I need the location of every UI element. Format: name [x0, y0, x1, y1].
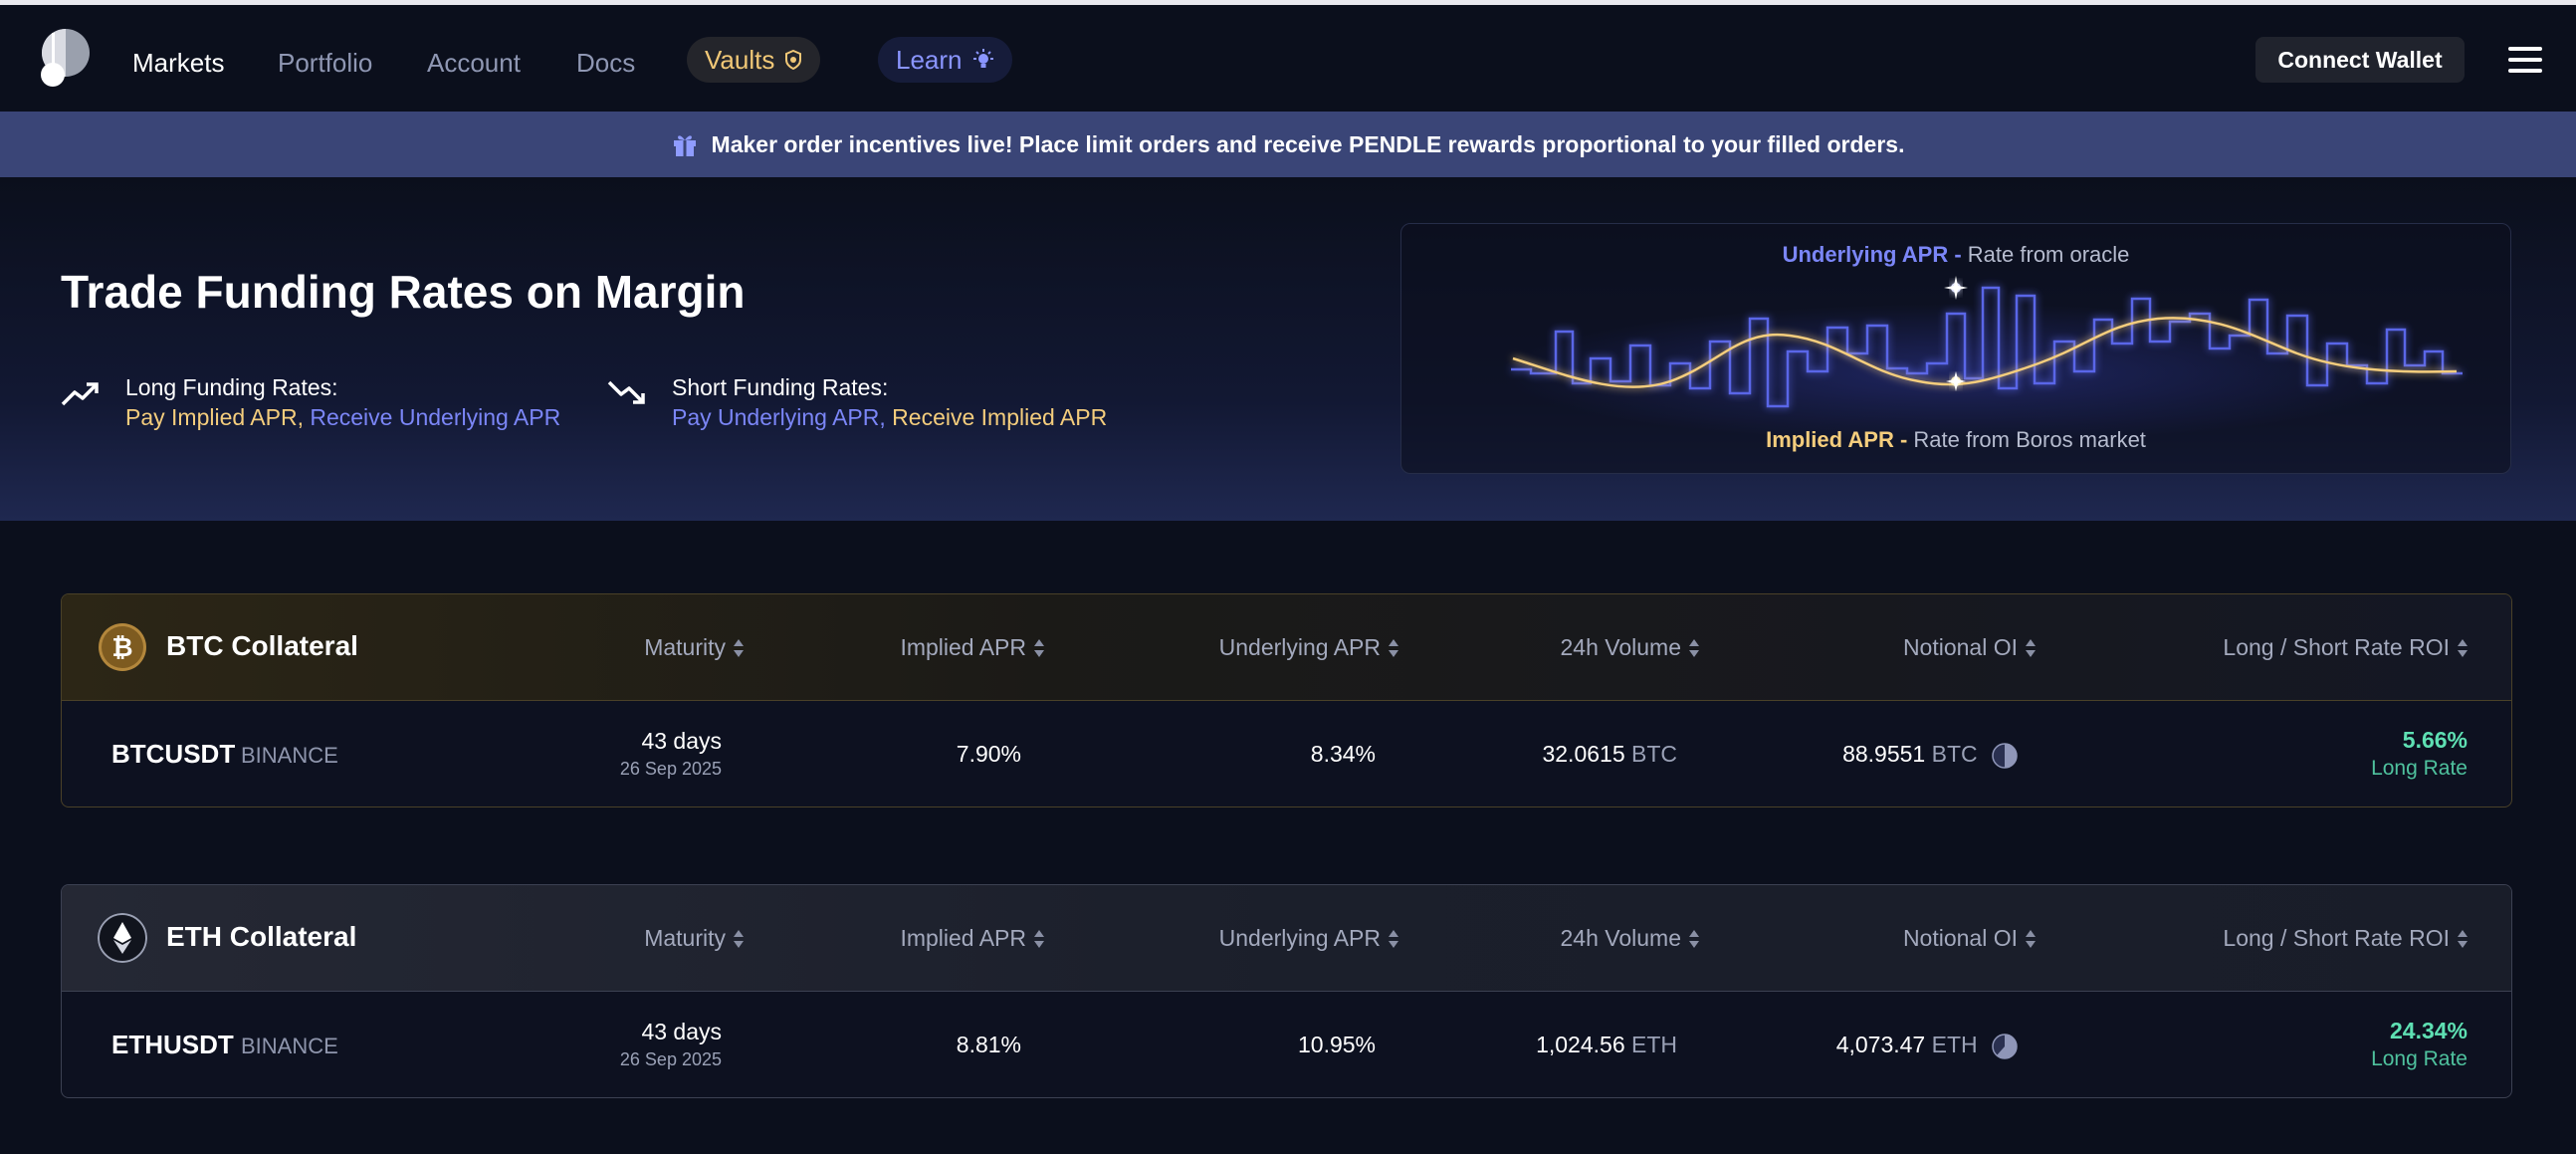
sort-notional-oi[interactable]: Notional OI: [1903, 925, 2036, 952]
eth-collateral-panel: ETH Collateral Maturity Implied APR Unde…: [61, 884, 2512, 1098]
sort-maturity[interactable]: Maturity: [644, 634, 744, 661]
long-receive-text: Receive Underlying APR: [310, 404, 561, 430]
sort-icon: [2026, 638, 2036, 658]
exchange-name: BINANCE: [241, 1034, 338, 1058]
oi-value: 88.9551: [1842, 741, 1926, 767]
vaults-button[interactable]: Vaults: [687, 37, 821, 83]
long-pay-text: Pay Implied APR,: [125, 404, 304, 430]
exchange-name: BINANCE: [241, 743, 338, 768]
underlying-apr-value: 10.95%: [1297, 1032, 1376, 1057]
maturity-date: 26 Sep 2025: [619, 759, 722, 779]
sort-icon: [1389, 929, 1398, 949]
eth-panel-header: ETH Collateral Maturity Implied APR Unde…: [62, 885, 2511, 992]
sort-maturity[interactable]: Maturity: [644, 925, 744, 952]
notional-oi-cell: 88.9551 BTC: [1842, 741, 2018, 769]
sort-rate-roi[interactable]: Long / Short Rate ROI: [2223, 634, 2468, 661]
roi-value: 24.34%: [2389, 1018, 2468, 1043]
sort-icon: [734, 638, 744, 658]
market-row-btcusdt[interactable]: BTCUSDT BINANCE 43 days 26 Sep 2025 7.90…: [62, 701, 2511, 807]
btc-collateral-title: BTC Collateral: [166, 630, 358, 661]
maturity-date: 26 Sep 2025: [619, 1049, 722, 1069]
implied-apr-value: 8.81%: [956, 1032, 1021, 1057]
implied-apr-caption: Implied APR - Rate from Boros market: [1766, 427, 2146, 452]
volume-cell: 32.0615 BTC: [1542, 741, 1677, 768]
oi-unit: ETH: [1931, 1032, 1978, 1057]
boros-logo[interactable]: [38, 27, 90, 91]
volume-unit: ETH: [1631, 1032, 1677, 1057]
vaults-label: Vaults: [705, 45, 775, 75]
roi-label: Long Rate: [2371, 1047, 2468, 1070]
sort-icon: [1689, 929, 1699, 949]
page-title: Trade Funding Rates on Margin: [61, 266, 746, 318]
oi-value: 4,073.47: [1835, 1032, 1926, 1057]
sort-underlying-apr[interactable]: Underlying APR: [1219, 925, 1398, 952]
window-top-edge: [0, 0, 2576, 5]
implied-apr-value: 7.90%: [956, 741, 1021, 767]
sort-rate-roi[interactable]: Long / Short Rate ROI: [2223, 925, 2468, 952]
bitcoin-icon: ₿: [99, 623, 146, 671]
rates-illustration-card: Underlying APR - Rate from oracle: [1400, 223, 2511, 474]
ethereum-icon: [98, 913, 147, 963]
short-pay-text: Pay Underlying APR,: [672, 404, 886, 430]
market-ticker: BTCUSDT: [111, 739, 236, 769]
learn-label: Learn: [896, 45, 963, 75]
sort-icon: [1389, 638, 1398, 658]
maturity-days: 43 days: [641, 1019, 722, 1044]
sort-implied-apr[interactable]: Implied APR: [900, 925, 1044, 952]
short-receive-text: Receive Implied APR: [892, 404, 1108, 430]
oi-capacity-icon[interactable]: [1992, 743, 2018, 769]
sort-icon: [1689, 638, 1699, 658]
rates-illustration: [1501, 276, 2463, 443]
market-ticker: ETHUSDT: [111, 1030, 234, 1059]
btc-panel-header: ₿ BTC Collateral Maturity Implied APR Un…: [62, 594, 2511, 701]
shield-icon: [785, 50, 802, 70]
roi-label: Long Rate: [2371, 757, 2468, 780]
nav-markets[interactable]: Markets: [132, 48, 225, 78]
volume-value: 1,024.56: [1536, 1032, 1625, 1057]
sort-icon: [1034, 929, 1044, 949]
oi-unit: BTC: [1931, 741, 1978, 767]
trending-up-icon: [61, 382, 99, 406]
sort-notional-oi[interactable]: Notional OI: [1903, 634, 2036, 661]
sort-implied-apr[interactable]: Implied APR: [900, 634, 1044, 661]
volume-unit: BTC: [1631, 741, 1677, 767]
connect-wallet-button[interactable]: Connect Wallet: [2255, 37, 2465, 83]
svg-text:₿: ₿: [111, 633, 132, 663]
banner-text: Maker order incentives live! Place limit…: [711, 130, 1905, 157]
sort-icon: [2458, 638, 2468, 658]
sort-icon: [734, 929, 744, 949]
roi-value: 5.66%: [2402, 727, 2468, 753]
top-navigation: Markets Portfolio Account Docs Vaults Le…: [0, 5, 2576, 112]
underlying-apr-value: 8.34%: [1310, 741, 1376, 767]
volume-value: 32.0615: [1542, 741, 1625, 767]
nav-docs[interactable]: Docs: [576, 48, 636, 78]
sort-icon: [1034, 638, 1044, 658]
hamburger-menu-icon[interactable]: [2508, 47, 2542, 75]
nav-portfolio[interactable]: Portfolio: [278, 48, 373, 78]
btc-collateral-panel: ₿ BTC Collateral Maturity Implied APR Un…: [61, 593, 2512, 808]
sort-24h-volume[interactable]: 24h Volume: [1561, 634, 1699, 661]
volume-cell: 1,024.56 ETH: [1536, 1032, 1677, 1058]
lightbulb-icon: [972, 49, 993, 68]
trending-down-icon: [607, 380, 645, 404]
long-funding-label: Long Funding Rates:: [125, 374, 338, 400]
learn-button[interactable]: Learn: [878, 37, 1012, 83]
oi-capacity-icon[interactable]: [1992, 1034, 2018, 1059]
market-row-ethusdt[interactable]: ETHUSDT BINANCE 43 days 26 Sep 2025 8.81…: [62, 992, 2511, 1097]
eth-collateral-title: ETH Collateral: [166, 921, 357, 952]
nav-account[interactable]: Account: [427, 48, 521, 78]
underlying-apr-caption: Underlying APR - Rate from oracle: [1782, 242, 2130, 267]
gift-icon: [673, 135, 696, 156]
sort-24h-volume[interactable]: 24h Volume: [1561, 925, 1699, 952]
hero-section: Trade Funding Rates on Margin Long Fundi…: [0, 177, 2576, 521]
sort-underlying-apr[interactable]: Underlying APR: [1219, 634, 1398, 661]
announcement-banner: Maker order incentives live! Place limit…: [0, 112, 2576, 177]
sort-icon: [2026, 929, 2036, 949]
notional-oi-cell: 4,073.47 ETH: [1836, 1032, 2018, 1059]
short-funding-label: Short Funding Rates:: [672, 374, 889, 400]
maturity-days: 43 days: [641, 728, 722, 754]
sort-icon: [2458, 929, 2468, 949]
